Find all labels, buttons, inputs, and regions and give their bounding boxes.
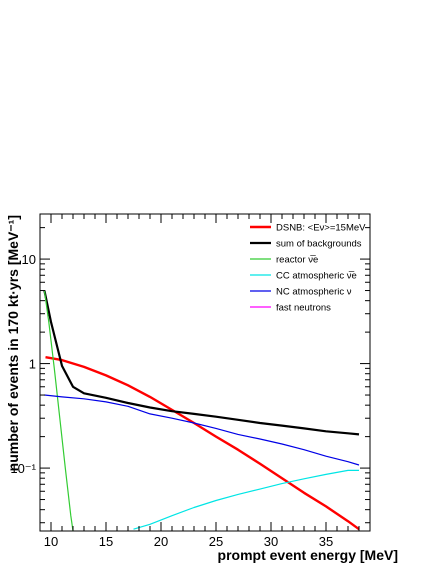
y-tick-label: 10⁻¹	[10, 461, 36, 476]
legend: DSNB: <Eν>=15MeV sum of backgrounds reacto…	[250, 223, 366, 314]
y-tick-label: 1	[29, 357, 36, 372]
y-tick-label: 10	[22, 252, 36, 267]
legend-label-0: DSNB: <Eν>=15MeV	[276, 223, 366, 234]
series-line-0	[45, 356, 360, 531]
axes-ticks: 10 15 20 25 30 35 10⁻¹ 1 10	[10, 214, 371, 549]
legend-label-5: fast neutrons	[276, 303, 331, 314]
x-tick-label: 10	[44, 534, 58, 549]
x-axis-title: prompt event energy [MeV]	[218, 547, 398, 563]
series-line-4	[44, 394, 360, 466]
x-tick-label: 20	[154, 534, 168, 549]
legend-label-1: sum of backgrounds	[276, 239, 362, 250]
x-tick-label: 15	[99, 534, 113, 549]
series-line-3	[133, 469, 359, 530]
legend-label-4: NC atmospheric ν	[276, 287, 352, 298]
series-line-1	[43, 290, 360, 436]
x-tick-label: 25	[209, 534, 223, 549]
y-axis-title: number of events in 170 kt·yrs [MeV⁻¹]	[5, 215, 21, 471]
x-tick-label: 35	[319, 534, 333, 549]
series-lines	[43, 290, 360, 531]
series-line-2	[43, 290, 74, 531]
legend-label-3: CC atmospheric ν̅e	[276, 271, 357, 282]
x-tick-label: 30	[264, 534, 278, 549]
legend-label-2: reactor ν̅e	[276, 255, 318, 266]
